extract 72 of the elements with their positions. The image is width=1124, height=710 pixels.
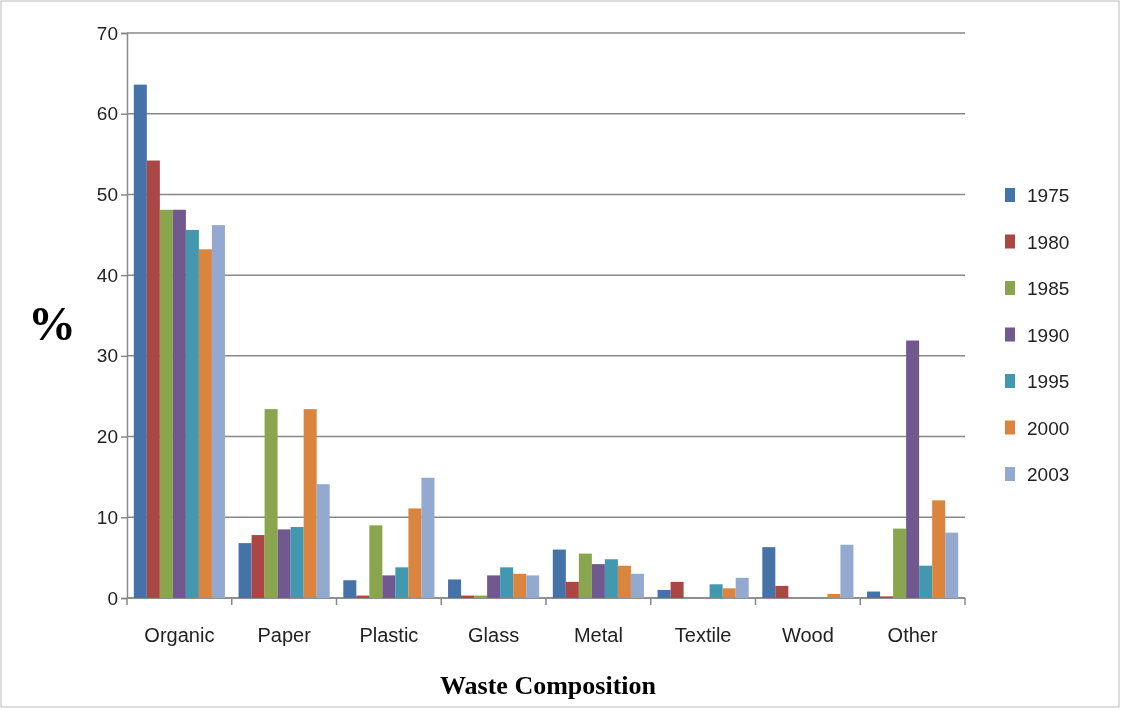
- y-tick-label: 40: [96, 264, 118, 286]
- x-tick-label: Plastic: [359, 624, 419, 646]
- y-tick-label: 70: [96, 22, 118, 44]
- bar: [172, 209, 186, 598]
- x-axis-title: Waste Composition: [440, 671, 657, 700]
- y-tick-label: 30: [96, 345, 118, 367]
- y-axis-title: %: [28, 297, 76, 350]
- legend-label: 1975: [1027, 185, 1070, 206]
- y-tick-label: 20: [96, 426, 118, 448]
- legend-label: 1995: [1027, 371, 1070, 392]
- x-tick-label: Organic: [144, 624, 215, 646]
- bar: [343, 580, 357, 598]
- x-tick-label: Textile: [674, 624, 732, 646]
- bar: [526, 575, 540, 598]
- y-tick-label: 0: [107, 587, 118, 609]
- bar: [408, 508, 422, 598]
- y-tick-label: 50: [96, 184, 118, 206]
- y-tick-label: 10: [96, 506, 118, 528]
- bar: [775, 585, 789, 598]
- bar: [395, 567, 409, 598]
- bar: [264, 409, 278, 598]
- bar: [867, 591, 881, 598]
- bar: [146, 160, 160, 598]
- bar: [840, 544, 854, 598]
- x-tick-label: Metal: [573, 624, 623, 646]
- bar: [893, 528, 907, 598]
- bar: [500, 567, 514, 598]
- bar: [159, 209, 173, 598]
- bar: [657, 589, 671, 598]
- bar: [762, 547, 776, 598]
- bar: [238, 543, 252, 598]
- bar: [198, 249, 212, 598]
- legend-label: 2003: [1027, 464, 1070, 485]
- bar: [487, 575, 501, 598]
- bar: [382, 575, 396, 598]
- bar: [185, 229, 199, 598]
- bar: [565, 581, 579, 598]
- bar: [211, 225, 225, 598]
- bar: [604, 559, 618, 598]
- bar: [827, 593, 841, 598]
- bar: [578, 553, 592, 598]
- bar: [932, 500, 946, 598]
- bar: [448, 579, 462, 598]
- bar: [251, 535, 265, 598]
- legend-label: 1985: [1027, 278, 1070, 299]
- bar: [552, 549, 566, 598]
- bar: [513, 573, 527, 598]
- bar: [906, 340, 920, 598]
- bar: [670, 581, 684, 598]
- bar: [630, 573, 644, 598]
- bar: [277, 529, 291, 598]
- bar: [709, 584, 723, 598]
- bar: [421, 477, 435, 598]
- legend-label: 2000: [1027, 417, 1070, 439]
- x-tick-label: Other: [887, 624, 938, 646]
- bar: [133, 84, 147, 598]
- bar: [369, 525, 383, 598]
- bar: [919, 565, 933, 598]
- bar: [316, 484, 330, 598]
- x-tick-label: Wood: [781, 624, 834, 646]
- x-tick-label: Glass: [468, 624, 520, 646]
- x-tick-label: Paper: [257, 624, 312, 646]
- bar: [945, 532, 959, 598]
- y-tick-label: 60: [96, 103, 118, 125]
- bar: [290, 526, 304, 598]
- bar: [591, 564, 605, 598]
- legend-label: 1990: [1027, 324, 1070, 346]
- legend-label: 1980: [1027, 231, 1070, 253]
- bar: [303, 409, 317, 598]
- bar: [722, 588, 736, 598]
- bar: [735, 577, 749, 598]
- bar: [617, 565, 631, 598]
